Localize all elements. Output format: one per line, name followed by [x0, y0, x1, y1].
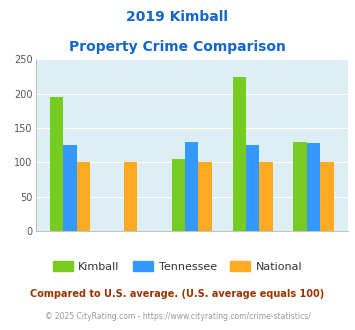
Text: 2019 Kimball: 2019 Kimball [126, 10, 229, 24]
Bar [294, 142, 307, 231]
Bar [233, 77, 246, 231]
Bar [171, 159, 185, 231]
Bar [63, 145, 77, 231]
Text: Compared to U.S. average. (U.S. average equals 100): Compared to U.S. average. (U.S. average … [31, 289, 324, 299]
Text: © 2025 CityRating.com - https://www.cityrating.com/crime-statistics/: © 2025 CityRating.com - https://www.city… [45, 312, 310, 321]
Bar [77, 162, 90, 231]
Text: Property Crime Comparison: Property Crime Comparison [69, 40, 286, 53]
Bar [50, 97, 63, 231]
Bar [260, 162, 273, 231]
Legend: Kimball, Tennessee, National: Kimball, Tennessee, National [48, 256, 307, 276]
Bar [307, 143, 320, 231]
Bar [185, 142, 198, 231]
Bar [198, 162, 212, 231]
Bar [124, 162, 137, 231]
Bar [246, 145, 260, 231]
Bar [320, 162, 334, 231]
